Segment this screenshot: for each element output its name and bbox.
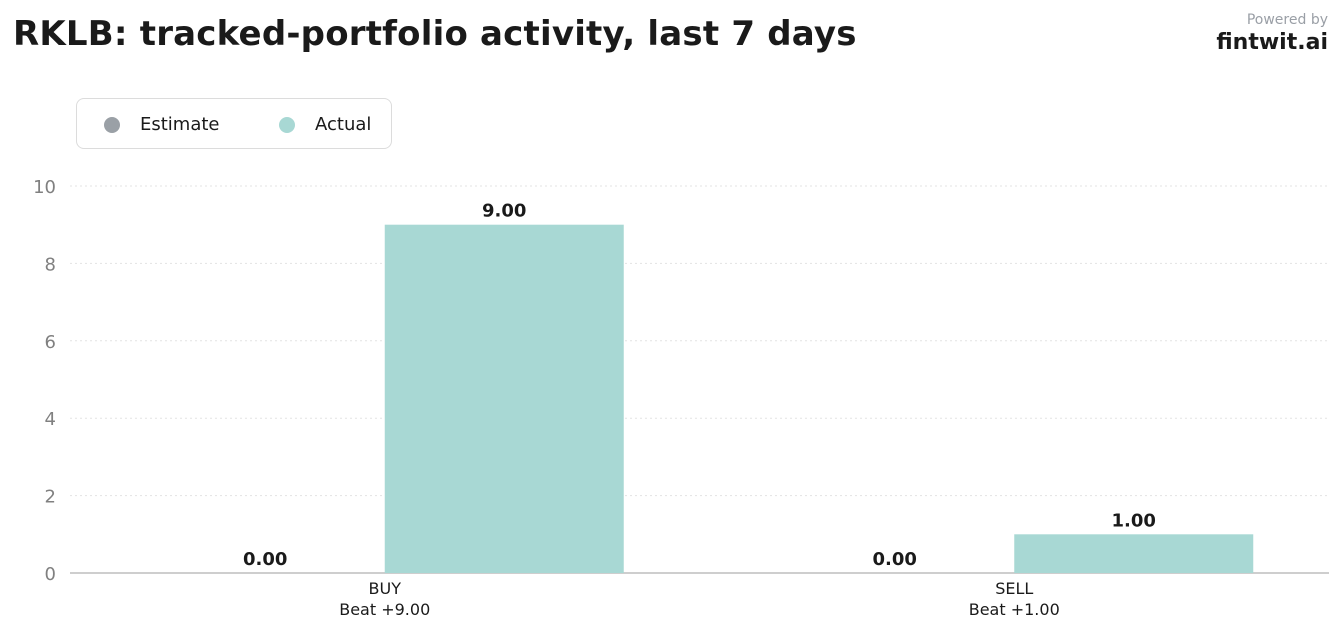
legend-label-actual: Actual [315,114,372,135]
value-label-actual-buy: 9.00 [482,201,526,222]
legend-item-actual: Actual [279,99,371,150]
legend-label-estimate: Estimate [140,114,220,135]
x-tick-sublabel-buy: Beat +9.00 [339,600,430,619]
powered-by-label: Powered by [1246,12,1328,28]
y-tick-label-0: 0 [45,564,56,585]
value-label-estimate-sell: 0.00 [873,549,917,570]
bar-actual-sell [1014,534,1254,573]
y-tick-label-6: 6 [45,332,56,353]
y-tick-label-8: 8 [45,254,56,275]
y-tick-label-10: 10 [33,177,56,198]
bar-actual-buy [384,224,624,573]
value-label-actual-sell: 1.00 [1112,510,1156,531]
value-label-estimate-buy: 0.00 [243,549,287,570]
y-tick-label-4: 4 [45,409,56,430]
chart-legend: Estimate Actual [76,98,392,149]
brand-block: Powered by fintwit.ai [1216,11,1328,57]
x-tick-sublabel-sell: Beat +1.00 [969,600,1060,619]
x-tick-label-buy: BUY [369,579,402,598]
legend-item-estimate: Estimate [104,99,220,150]
brand-name: fintwit.ai [1216,30,1328,55]
y-tick-label-2: 2 [45,487,56,508]
chart-title: RKLB: tracked-portfolio activity, last 7… [13,14,857,54]
x-tick-label-sell: SELL [995,579,1033,598]
legend-swatch-actual [279,116,295,133]
legend-swatch-estimate [104,116,120,133]
